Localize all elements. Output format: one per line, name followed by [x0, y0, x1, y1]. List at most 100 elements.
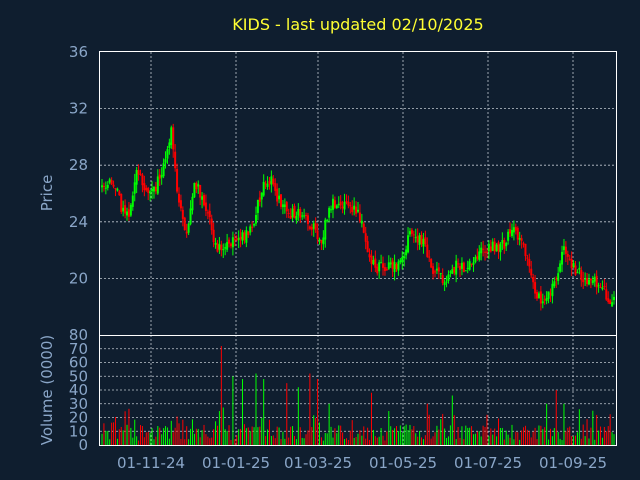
candle-body: [487, 243, 490, 252]
candle-body: [457, 263, 460, 265]
candle-body: [480, 247, 483, 254]
candle-body: [564, 246, 567, 254]
candle-body: [126, 211, 129, 216]
candle-body: [478, 251, 481, 260]
candle-body: [116, 188, 119, 191]
candle-body: [183, 217, 186, 231]
candle-body: [407, 235, 410, 253]
candle-body: [607, 298, 610, 302]
candle-body: [597, 285, 600, 287]
candle-body: [362, 223, 365, 233]
candle-body: [206, 212, 209, 214]
candle-body: [393, 262, 396, 272]
candle-body: [278, 195, 281, 200]
candle-body: [179, 200, 182, 209]
candle-body: [201, 196, 204, 200]
price-tick-label: 28: [69, 156, 88, 174]
candle-body: [341, 206, 344, 209]
candle-body: [295, 215, 298, 220]
candle-body: [484, 251, 487, 253]
candle-body: [491, 241, 494, 251]
candle-body: [291, 208, 294, 218]
date-tick-label: 01-07-25: [454, 454, 522, 472]
candle-body: [231, 237, 234, 248]
candle-body: [509, 229, 512, 234]
candle-body: [137, 170, 140, 175]
candle-body: [587, 279, 590, 285]
candle-body: [460, 262, 463, 269]
candle-body: [510, 229, 513, 237]
candle-body: [349, 205, 352, 207]
candle-body: [593, 277, 596, 282]
candle-body: [422, 238, 425, 247]
candle-body: [576, 272, 579, 274]
candle-body: [526, 257, 529, 259]
candle-body: [441, 275, 444, 284]
candle-body: [154, 186, 157, 192]
candle-body: [459, 266, 462, 270]
candle-body: [208, 210, 211, 218]
candle-body: [301, 215, 304, 217]
candle-body: [582, 279, 585, 283]
candle-body: [272, 178, 275, 185]
candle-body: [335, 205, 338, 209]
candle-body: [203, 195, 206, 206]
candle-body: [156, 176, 159, 194]
candle-body: [489, 246, 492, 252]
candle-body: [101, 185, 103, 188]
candle-body: [595, 275, 598, 288]
candle-body: [426, 244, 429, 257]
price-tick-label: 24: [69, 213, 88, 231]
candle-body: [104, 187, 107, 189]
candle-body: [360, 220, 363, 224]
candle-body: [541, 301, 544, 304]
candle-body: [297, 208, 300, 216]
candle-body: [476, 256, 479, 259]
date-axis: 01-11-24 01-01-25 01-03-25 01-05-25 01-07-25…: [117, 454, 607, 472]
candle-body: [528, 259, 531, 267]
candle-body: [306, 215, 309, 225]
candle-body: [512, 227, 515, 233]
candle-body: [553, 281, 556, 287]
candle-body: [197, 184, 200, 187]
candle-body: [249, 226, 252, 233]
candle-body: [522, 243, 525, 245]
candle-body: [449, 271, 452, 273]
volume-tick-label: 40: [69, 381, 88, 399]
candle-body: [305, 214, 308, 216]
candle-body: [589, 278, 592, 281]
candle-body: [310, 227, 313, 230]
candle-body: [418, 235, 421, 245]
candle-body: [453, 266, 456, 273]
candle-body: [287, 213, 290, 215]
candle-body: [262, 181, 265, 196]
candle-body: [210, 218, 213, 231]
candle-body: [258, 197, 261, 202]
candle-body: [326, 220, 329, 222]
candle-body: [124, 205, 127, 214]
candle-body: [333, 200, 336, 208]
candle-body: [370, 255, 373, 264]
candle-body: [420, 234, 423, 245]
candle-body: [181, 209, 184, 219]
candle-body: [549, 293, 552, 295]
price-tick-label: 20: [69, 269, 88, 287]
price-tick-label: 32: [69, 100, 88, 118]
candle-body: [166, 149, 169, 159]
candle-body: [389, 262, 392, 265]
candle-body: [566, 254, 569, 257]
candle-body: [543, 299, 546, 301]
candle-body: [395, 264, 398, 269]
candle-body: [149, 191, 152, 194]
candle-body: [241, 232, 244, 241]
candle-body: [545, 298, 548, 301]
candle-body: [353, 205, 356, 210]
candle-body: [247, 231, 250, 235]
date-tick-label: 01-01-25: [202, 454, 270, 472]
candle-body: [539, 291, 542, 304]
candle-body: [572, 263, 575, 268]
candle-body: [609, 300, 612, 305]
candle-body: [397, 261, 400, 271]
candle-body: [280, 194, 283, 207]
candle-body: [260, 192, 263, 200]
